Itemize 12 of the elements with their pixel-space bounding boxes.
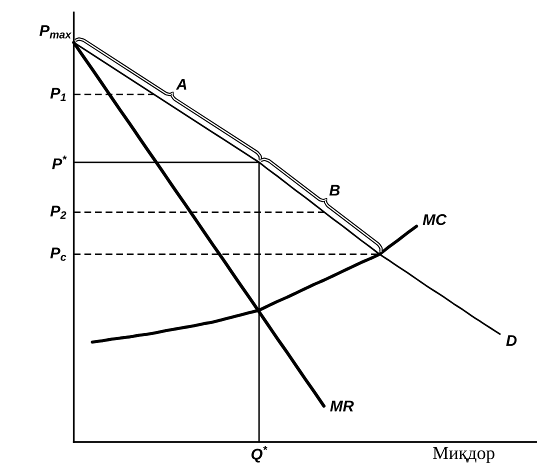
series-label: MC	[422, 214, 447, 226]
text: P$_{max}$	[40, 25, 72, 38]
ref-line-label: P$_{c}$	[50, 248, 66, 261]
x-axis-title: Миқдор	[432, 447, 494, 463]
ref-line-label: P$_{2}$	[50, 206, 66, 219]
text: Q$^{*}$	[251, 446, 268, 463]
series-label: MR	[330, 400, 354, 412]
ref-line-label: P$^{*}$	[52, 156, 67, 170]
annotation: A	[176, 79, 186, 90]
ref-line-label: P$_{1}$	[50, 88, 66, 102]
annotation: B	[329, 184, 340, 196]
series-label: D	[506, 335, 517, 346]
